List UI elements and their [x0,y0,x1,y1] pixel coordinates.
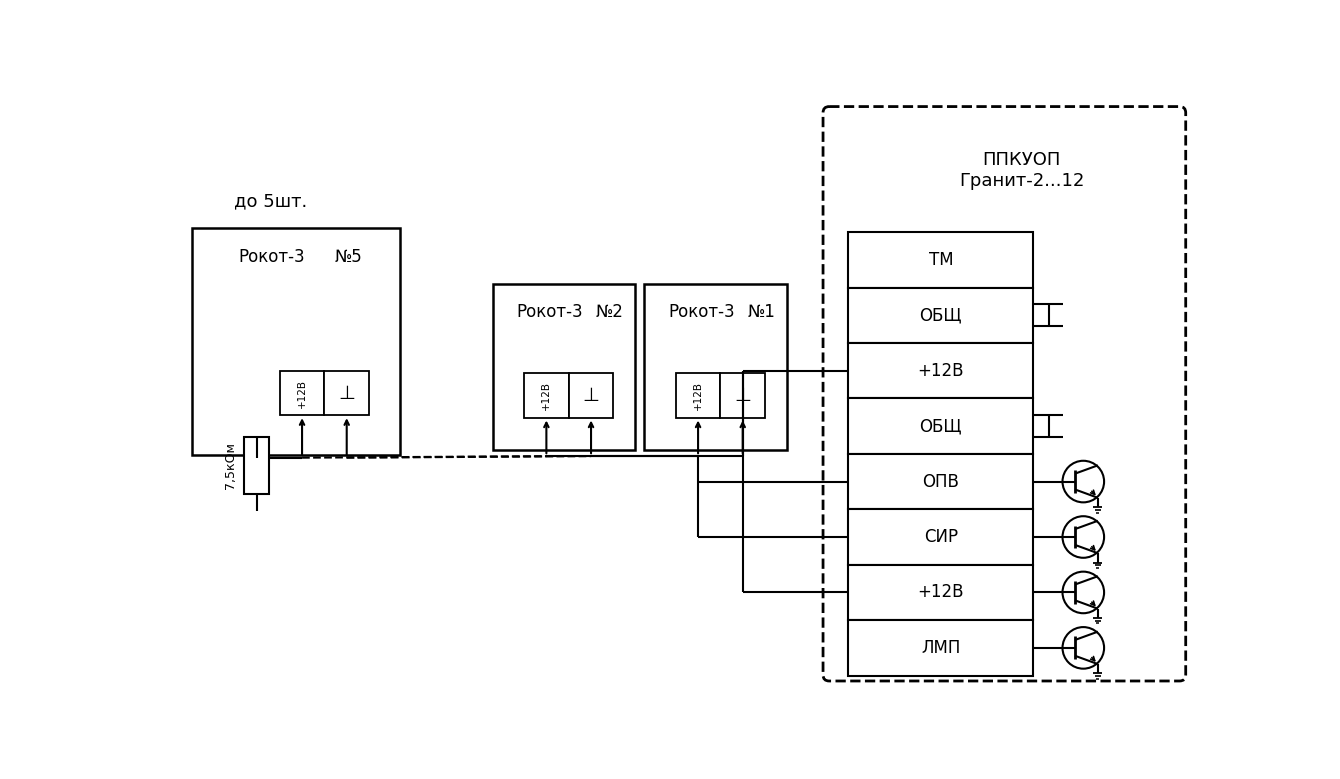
Bar [493,284,635,450]
Bar [324,371,368,415]
Text: +12В: +12В [918,583,963,601]
FancyBboxPatch shape [823,107,1186,681]
Bar [280,371,324,415]
Bar [645,284,787,450]
Text: СИР: СИР [923,528,958,546]
Bar [848,232,1033,287]
Bar [848,565,1033,620]
Text: №5: №5 [335,249,362,266]
Bar [848,620,1033,675]
Text: +12В: +12В [918,361,963,379]
Text: ⊥: ⊥ [734,386,752,405]
Bar [848,454,1033,509]
Bar [675,373,721,418]
Bar [244,436,269,494]
Bar [721,373,765,418]
Text: +12В: +12В [297,379,307,407]
Text: Рокот-3: Рокот-3 [516,303,583,321]
Bar [848,509,1033,565]
Bar [193,228,401,456]
Text: Рокот-3: Рокот-3 [669,303,734,321]
Text: ОПВ: ОПВ [922,473,959,491]
Bar [568,373,614,418]
Text: №1: №1 [748,303,775,321]
Bar [524,373,568,418]
Text: ОБЩ: ОБЩ [919,417,962,435]
Text: ППКУОП
Гранит-2...12: ППКУОП Гранит-2...12 [959,151,1084,190]
Text: ЛМП: ЛМП [921,639,961,657]
Text: №2: №2 [595,303,623,321]
Text: 7,5кОм: 7,5кОм [224,442,237,489]
Bar [848,343,1033,398]
Text: ОБЩ: ОБЩ [919,306,962,324]
Bar [848,398,1033,454]
Text: ТМ: ТМ [929,251,953,269]
Text: +12В: +12В [541,381,551,410]
Text: ⊥: ⊥ [338,383,355,403]
Text: до 5шт.: до 5шт. [234,192,308,210]
Text: ⊥: ⊥ [583,386,599,405]
Text: Рокот-3: Рокот-3 [239,249,304,266]
Text: +12В: +12В [693,381,704,410]
Bar [848,287,1033,343]
